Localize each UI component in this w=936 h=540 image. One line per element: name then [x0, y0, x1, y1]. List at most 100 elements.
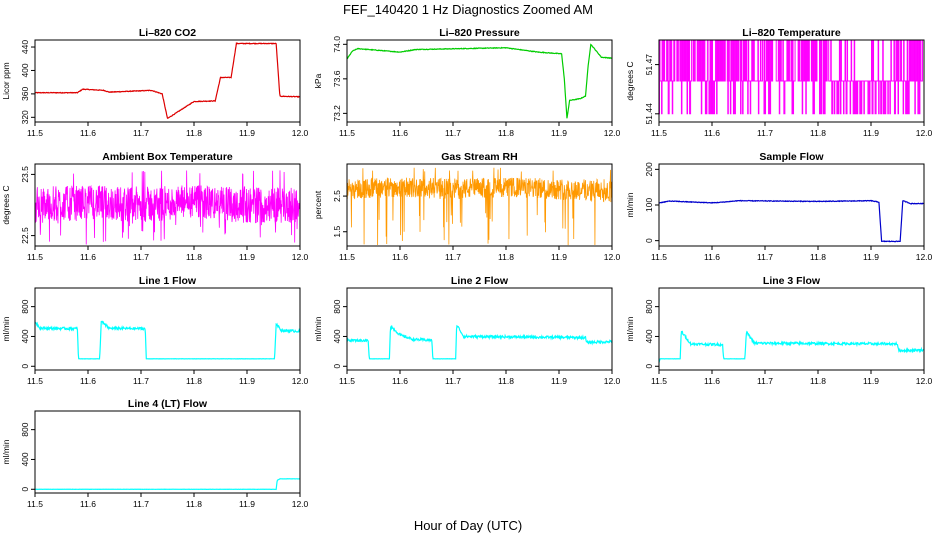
x-tick-label: 11.9 — [239, 499, 255, 509]
x-tick-label: 11.9 — [551, 376, 567, 386]
plot-frame — [658, 39, 925, 123]
x-tick-label: 12.0 — [292, 252, 309, 262]
x-tick-label: 12.0 — [292, 499, 309, 509]
figure-x-axis-label: Hour of Day (UTC) — [413, 518, 523, 533]
x-tick-label: 11.8 — [810, 252, 826, 262]
x-tick-label: 11.7 — [445, 128, 461, 138]
y-axis-label: ml/min — [625, 192, 635, 217]
panel-2: Li–820 Pressure kPa 11.5 11.6 11.7 11.8 11.9 12… — [313, 27, 621, 138]
x-tick-label: 11.6 — [80, 252, 96, 262]
x-tick-label: 11.9 — [239, 252, 255, 262]
x-tick-label: 11.6 — [80, 376, 96, 386]
y-tick-label: 23.5 — [20, 166, 30, 183]
x-tick-label: 11.6 — [392, 128, 408, 138]
figure-title: FEF_140420 1 Hz Diagnostics Zoomed AM — [342, 2, 593, 17]
panel-title: Li–820 Temperature — [742, 27, 841, 39]
series-line — [658, 330, 925, 363]
x-tick-label: 11.6 — [704, 376, 720, 386]
x-tick-label: 11.6 — [392, 376, 408, 386]
series — [346, 43, 613, 119]
y-tick-label: 200 — [644, 162, 654, 176]
y-tick-label: 800 — [332, 299, 342, 313]
x-tick-label: 11.9 — [863, 252, 879, 262]
x-tick-label: 11.9 — [239, 128, 255, 138]
y-axis-label: ml/min — [313, 316, 323, 341]
y-tick-label: 440 — [20, 40, 30, 54]
panel-9: Line 3 Flow ml/min 11.5 11.6 11.7 11.8 11.9 12.… — [625, 275, 933, 386]
plot-frame — [346, 163, 613, 247]
x-tick-label: 11.5 — [339, 376, 355, 386]
x-tick-label: 11.7 — [445, 376, 461, 386]
x-tick-label: 11.5 — [651, 128, 667, 138]
y-tick-label: 0 — [20, 364, 30, 369]
x-tick-label: 11.8 — [498, 252, 514, 262]
panel-title: Line 2 Flow — [451, 275, 509, 287]
y-tick-label: 320 — [20, 110, 30, 124]
panel-4: Ambient Box Temperature degrees C 11.5 11.6… — [1, 151, 309, 262]
series — [34, 41, 301, 119]
y-tick-label: 1.5 — [332, 226, 342, 238]
x-tick-label: 11.6 — [392, 252, 408, 262]
y-axis-label: ml/min — [1, 316, 11, 341]
plot-frame — [34, 163, 301, 247]
y-tick-label: 0 — [20, 487, 30, 492]
x-tick-label: 11.7 — [133, 252, 149, 262]
x-tick-label: 12.0 — [916, 376, 933, 386]
panel-7: Line 1 Flow ml/min 11.5 11.6 11.7 11.8 11.9 12.… — [1, 275, 309, 386]
x-tick-label: 11.8 — [186, 128, 202, 138]
series — [34, 320, 301, 360]
x-tick-label: 11.6 — [704, 128, 720, 138]
x-tick-label: 11.5 — [27, 499, 43, 509]
series-line — [658, 199, 925, 243]
series — [658, 39, 925, 115]
x-tick-label: 12.0 — [916, 252, 933, 262]
y-tick-label: 800 — [20, 299, 30, 313]
panel-title: Gas Stream RH — [441, 151, 517, 163]
x-tick-label: 11.8 — [186, 252, 202, 262]
x-tick-label: 12.0 — [292, 376, 309, 386]
plot-frame — [346, 287, 613, 371]
x-tick-label: 11.5 — [27, 128, 43, 138]
panel-6: Sample Flow ml/min 11.5 11.6 11.7 11.8 11.9 12.… — [625, 151, 933, 262]
x-tick-label: 11.7 — [445, 252, 461, 262]
series-line — [34, 320, 301, 360]
x-tick-label: 11.6 — [704, 252, 720, 262]
y-tick-label: 0 — [332, 364, 342, 369]
x-tick-label: 11.7 — [133, 128, 149, 138]
x-tick-label: 11.7 — [133, 499, 149, 509]
x-tick-label: 11.8 — [810, 128, 826, 138]
y-tick-label: 51.47 — [644, 54, 654, 76]
x-tick-label: 12.0 — [604, 252, 621, 262]
x-tick-label: 11.5 — [27, 376, 43, 386]
y-tick-label: 360 — [20, 87, 30, 101]
series — [346, 324, 613, 360]
y-tick-label: 0 — [644, 364, 654, 369]
y-tick-label: 74.0 — [332, 36, 342, 53]
x-tick-label: 11.7 — [757, 128, 773, 138]
plot-frame — [34, 287, 301, 371]
series — [346, 167, 613, 246]
series-line — [658, 39, 925, 115]
series — [35, 478, 300, 491]
panel-1: Li–820 CO2 Licor ppm 11.5 11.6 11.7 11.8 11.9 1… — [1, 27, 309, 138]
panel-title: Sample Flow — [759, 151, 824, 163]
series-line — [346, 43, 613, 119]
x-tick-label: 11.9 — [863, 128, 879, 138]
series-line — [346, 324, 613, 360]
plot-frame — [346, 39, 613, 123]
panel-title: Ambient Box Temperature — [102, 151, 233, 163]
x-tick-label: 11.5 — [339, 252, 355, 262]
x-tick-label: 11.6 — [80, 499, 96, 509]
y-axis-label: ml/min — [625, 316, 635, 341]
x-tick-label: 12.0 — [604, 128, 621, 138]
y-tick-label: 400 — [20, 452, 30, 466]
x-tick-label: 11.5 — [651, 252, 667, 262]
y-tick-label: 400 — [20, 63, 30, 77]
x-tick-label: 11.9 — [551, 252, 567, 262]
x-tick-label: 11.5 — [27, 252, 43, 262]
x-tick-label: 12.0 — [604, 376, 621, 386]
series — [658, 199, 925, 243]
x-tick-label: 11.9 — [551, 128, 567, 138]
